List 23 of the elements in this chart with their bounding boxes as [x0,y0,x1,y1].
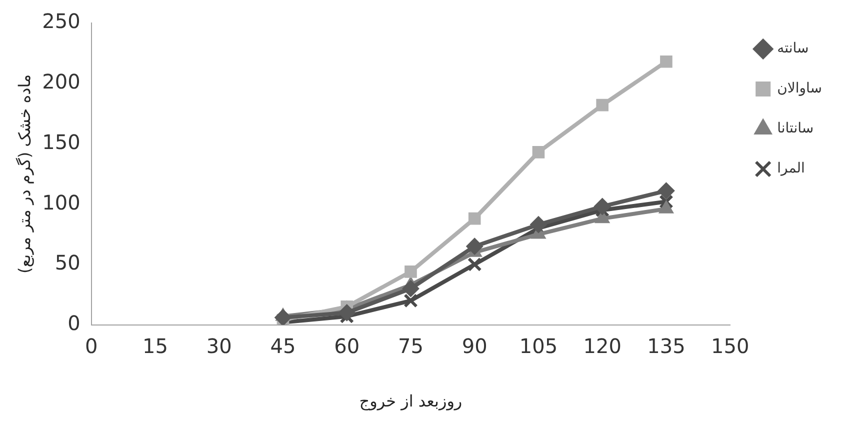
x-tick-label: 90 [462,334,488,358]
y-tick-label: 50 [54,250,80,275]
x-tick-label: 75 [398,334,424,358]
x-tick-label: 0 [85,334,98,358]
legend-label: المرا [777,160,805,177]
x-axis-title: روزبعد از خروج [359,392,462,411]
y-tick-label: 250 [42,9,80,34]
y-tick-label: 150 [42,130,80,154]
x-tick-label: 105 [519,334,558,358]
x-tick-label: 15 [142,334,168,358]
y-tick-label: 200 [42,70,80,94]
x-tick-label: 45 [270,334,296,358]
legend-label: سانتانا [777,120,814,137]
y-tick-label: 100 [42,190,80,214]
y-axis-title: ماده خشک (گرم در متر مربع) [14,74,34,274]
y-tick-label: 0 [68,311,80,336]
x-tick-label: 135 [647,334,686,358]
x-tick-label: 120 [583,334,622,358]
x-tick-label: 30 [206,334,232,358]
legend-label: ساوالان [777,80,822,97]
x-tick-label: 60 [334,334,360,358]
legend-label: سانته [777,40,809,57]
x-tick-label: 150 [710,334,750,358]
